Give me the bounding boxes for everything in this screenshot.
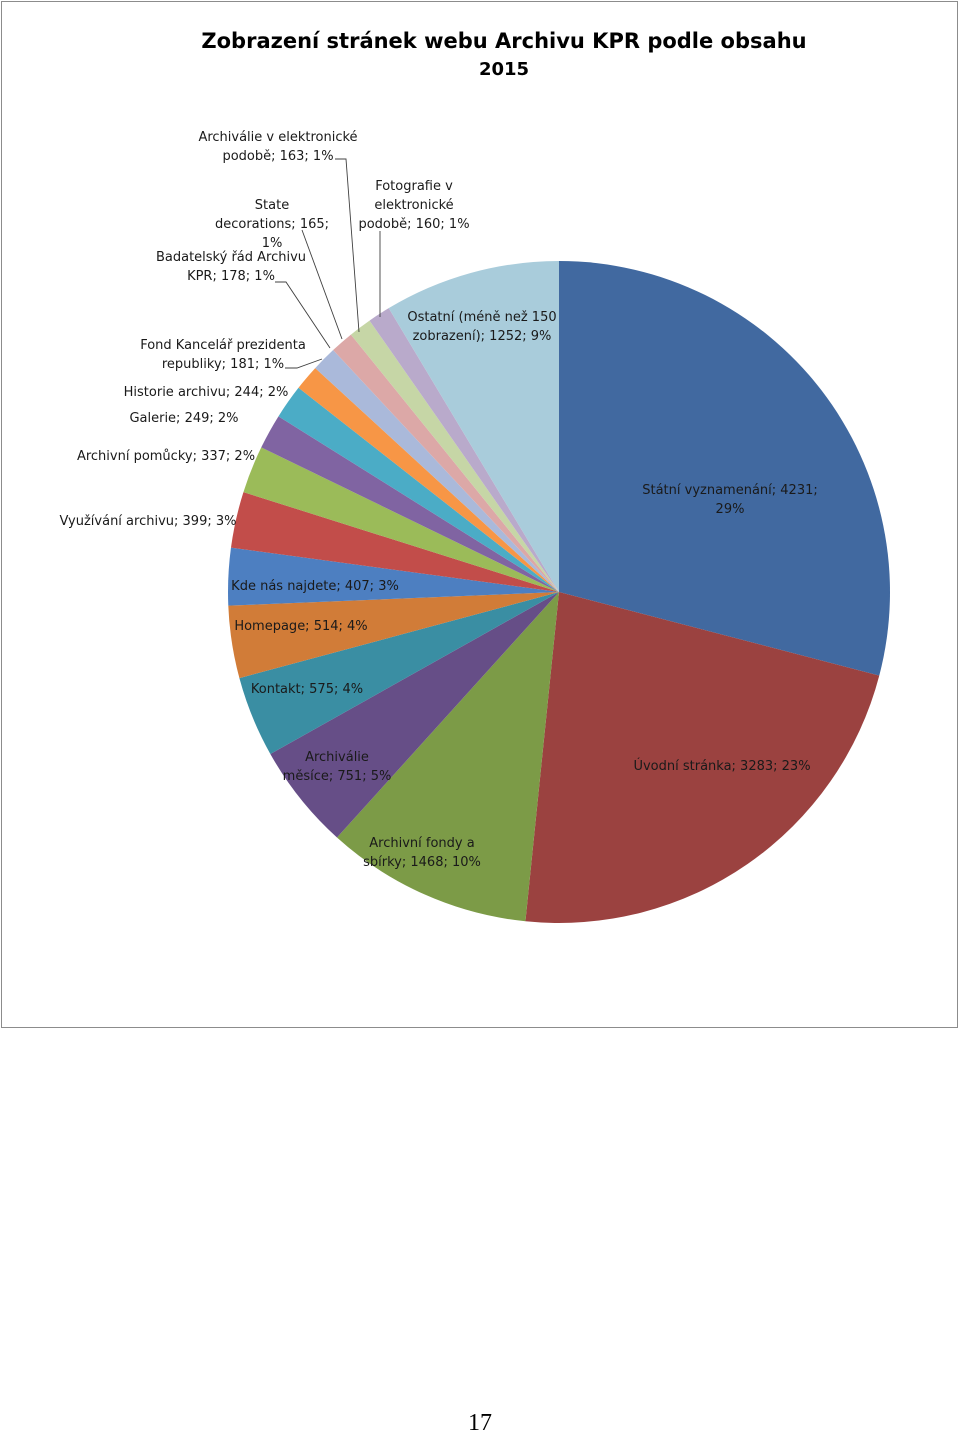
slice-label-line: decorations; 165;	[215, 217, 329, 232]
slice-label-badatelsky-rad-archivu-kpr: Badatelský řád Archivu KPR; 178; 1%	[156, 250, 306, 284]
slice-label-uvodni-stranka: Úvodní stránka; 3283; 23%	[633, 758, 810, 774]
slice-label-line: 29%	[716, 502, 745, 517]
slice-label-archivni-pomucky: Archivní pomůcky; 337; 2%	[77, 449, 255, 464]
slice-label-line: KPR; 178; 1%	[187, 269, 275, 284]
leader-line-archivalie-v-elektronicke-podobe	[335, 158, 360, 333]
leader-lines	[275, 158, 381, 369]
slice-label-homepage: Homepage; 514; 4%	[234, 619, 367, 634]
leader-line-state-decorations	[301, 229, 343, 340]
pie-slice-ostatni-mene-nez-150-zobrazeni	[388, 261, 559, 592]
slice-label-historie-archivu: Historie archivu; 244; 2%	[124, 385, 289, 400]
pie-slice-historie-archivu	[278, 387, 559, 592]
pie-slice-archivalie-mesice	[270, 592, 559, 838]
slice-label-line: podobě; 160; 1%	[358, 217, 469, 232]
slice-label-line: Kontakt; 575; 4%	[251, 682, 363, 697]
slice-label-line: Historie archivu; 244; 2%	[124, 385, 289, 400]
slice-label-archivalie-mesice: Archiválie měsíce; 751; 5%	[283, 750, 392, 784]
slice-label-state-decorations: State decorations; 165; 1%	[215, 198, 329, 251]
slice-label-line: podobě; 163; 1%	[222, 149, 333, 164]
pie-slice-homepage	[228, 592, 559, 679]
slice-label-kontakt: Kontakt; 575; 4%	[251, 682, 363, 697]
slice-label-archivni-fondy-a-sbirky: Archivní fondy a sbírky; 1468; 10%	[363, 836, 481, 870]
pie-slice-vyuzivani-archivu	[230, 492, 560, 592]
slice-label-line: elektronické	[374, 198, 453, 213]
slice-label-archivalie-v-elektronicke-podobe: Archiválie v elektronické podobě; 163; 1%	[198, 130, 357, 164]
slice-label-line: Státní vyznamenání; 4231;	[642, 483, 818, 498]
slice-label-line: Využívání archivu; 399; 3%	[60, 514, 237, 529]
slice-label-line: Fotografie v	[375, 179, 453, 194]
pie-slices	[227, 261, 890, 923]
slice-label-galerie: Galerie; 249; 2%	[129, 411, 238, 426]
pie-slice-kde-nas-najdete	[227, 547, 559, 606]
slice-label-line: měsíce; 751; 5%	[283, 769, 392, 784]
pie-slice-uvodni-stranka	[525, 592, 880, 923]
pie-slice-statni-vyznamenani	[559, 261, 890, 676]
slice-label-line: Archiválie v elektronické	[198, 130, 357, 145]
slice-label-line: Galerie; 249; 2%	[129, 411, 238, 426]
slice-label-vyuzivani-archivu: Využívání archivu; 399; 3%	[60, 514, 237, 529]
pie-slice-fotografie-v-elektronicke-podobe	[369, 308, 559, 592]
slice-label-kde-nas-najdete: Kde nás najdete; 407; 3%	[231, 579, 399, 594]
leader-line-fond-kancelar-prezidenta-republiky	[285, 358, 323, 369]
slice-label-line: 1%	[262, 236, 283, 251]
pie-slice-state-decorations	[333, 334, 559, 592]
pie-slice-archivni-pomucky	[243, 447, 559, 592]
chart-subtitle: 2015	[479, 59, 529, 80]
slice-label-line: Úvodní stránka; 3283; 23%	[633, 758, 810, 774]
slice-label-line: State	[255, 198, 289, 213]
chart-title: Zobrazení stránek webu Archivu KPR podle…	[201, 29, 806, 53]
pie-slice-archivni-fondy-a-sbirky	[336, 592, 559, 922]
leader-line-badatelsky-rad-archivu-kpr	[275, 281, 331, 349]
slice-label-line: Archivní pomůcky; 337; 2%	[77, 449, 255, 464]
slice-label-line: zobrazení); 1252; 9%	[413, 329, 552, 344]
slice-label-fotografie-v-elektronicke-podobe: Fotografie v elektronické podobě; 160; 1%	[358, 179, 469, 232]
slice-label-line: Badatelský řád Archivu	[156, 250, 306, 265]
slice-labels: Státní vyznamenání; 4231; 29% Úvodní strán…	[60, 130, 818, 870]
pie-slice-kontakt	[239, 592, 559, 754]
pie-slice-fond-kancelar-prezidenta-republiky	[298, 368, 559, 592]
slice-label-statni-vyznamenani: Státní vyznamenání; 4231; 29%	[642, 483, 818, 517]
pie-slice-galerie	[261, 416, 559, 592]
slice-label-line: Ostatní (méně než 150	[407, 310, 556, 325]
pie-slice-badatelsky-rad-archivu-kpr	[315, 350, 559, 592]
slice-label-line: Archivní fondy a	[369, 836, 474, 851]
slice-label-ostatni-mene-nez-150-zobrazeni: Ostatní (méně než 150 zobrazení); 1252; 9…	[407, 310, 556, 344]
slice-label-line: Kde nás najdete; 407; 3%	[231, 579, 399, 594]
slice-label-fond-kancelar-prezidenta-republiky: Fond Kancelář prezidenta republiky; 181; …	[140, 338, 306, 372]
pie-chart: Zobrazení stránek webu Archivu KPR podle…	[60, 29, 890, 923]
slice-label-line: Fond Kancelář prezidenta	[140, 338, 306, 353]
pie-slice-archivalie-v-elektronicke-podobe	[350, 320, 559, 592]
page-number: 17	[468, 1410, 492, 1436]
chart-frame: Zobrazení stránek webu Archivu KPR podle…	[1, 1, 958, 1028]
slice-label-line: Homepage; 514; 4%	[234, 619, 367, 634]
slice-label-line: Archiválie	[305, 750, 369, 765]
slice-label-line: sbírky; 1468; 10%	[363, 855, 481, 870]
slice-label-line: republiky; 181; 1%	[162, 357, 284, 372]
